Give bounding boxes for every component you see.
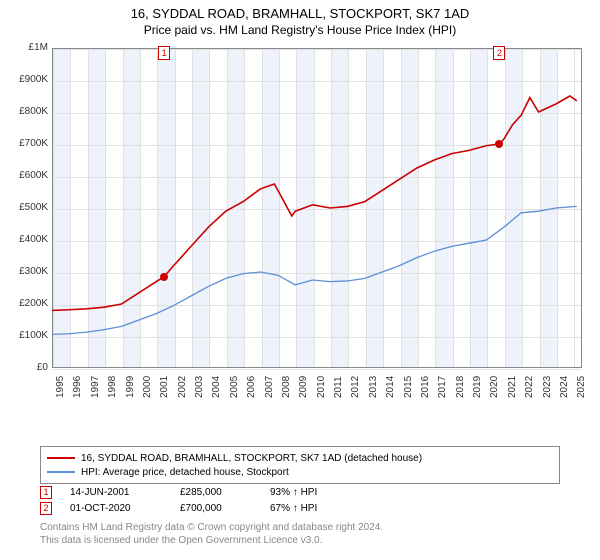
x-tick-label: 2016 [420,376,431,398]
x-tick-label: 2014 [385,376,396,398]
x-tick-label: 2003 [194,376,205,398]
legend-swatch [47,457,75,459]
legend-swatch [47,471,75,473]
x-tick-label: 2009 [298,376,309,398]
y-tick-label: £800K [0,106,48,117]
legend-row: HPI: Average price, detached house, Stoc… [47,465,553,479]
x-tick-label: 2024 [559,376,570,398]
x-tick-label: 1996 [72,376,83,398]
sale-pct: 93% ↑ HPI [270,487,380,498]
sale-row-marker: 2 [40,502,52,515]
x-tick-label: 2002 [177,376,188,398]
x-tick-label: 1995 [55,376,66,398]
sale-date: 01-OCT-2020 [70,503,180,514]
y-tick-label: £200K [0,298,48,309]
y-tick-label: £900K [0,74,48,85]
y-tick-label: £700K [0,138,48,149]
series-svg [52,48,582,368]
x-tick-label: 2022 [524,376,535,398]
x-tick-label: 2006 [246,376,257,398]
x-tick-label: 2013 [368,376,379,398]
chart-title: 16, SYDDAL ROAD, BRAMHALL, STOCKPORT, SK… [0,0,600,21]
sale-marker-box: 2 [493,46,505,60]
sale-marker-box: 1 [158,46,170,60]
legend-row: 16, SYDDAL ROAD, BRAMHALL, STOCKPORT, SK… [47,451,553,465]
x-tick-label: 2004 [211,376,222,398]
y-tick-label: £400K [0,234,48,245]
gridline-h [53,369,581,370]
x-tick-label: 1997 [90,376,101,398]
x-tick-label: 1999 [125,376,136,398]
x-tick-label: 2008 [281,376,292,398]
x-tick-label: 2015 [403,376,414,398]
x-tick-label: 2001 [159,376,170,398]
y-tick-label: £300K [0,266,48,277]
series-line-price_paid [52,96,577,310]
x-tick-label: 2018 [455,376,466,398]
x-tick-label: 2010 [316,376,327,398]
x-tick-label: 2005 [229,376,240,398]
copyright-footer: Contains HM Land Registry data © Crown c… [40,522,560,547]
legend-label: HPI: Average price, detached house, Stoc… [81,467,289,478]
y-tick-label: £100K [0,330,48,341]
x-tick-label: 2021 [507,376,518,398]
y-tick-label: £1M [0,42,48,53]
legend: 16, SYDDAL ROAD, BRAMHALL, STOCKPORT, SK… [40,446,560,484]
y-tick-label: £0 [0,362,48,373]
y-tick-label: £500K [0,202,48,213]
sales-table: 1 14-JUN-2001£285,00093% ↑ HPI 2 01-OCT-202… [40,484,560,516]
sale-date: 14-JUN-2001 [70,487,180,498]
x-tick-label: 2025 [576,376,587,398]
series-line-hpi [52,206,577,334]
x-tick-label: 2020 [489,376,500,398]
footer-line-1: Contains HM Land Registry data © Crown c… [40,522,560,535]
x-tick-label: 2007 [264,376,275,398]
x-tick-label: 2011 [333,376,344,398]
footer-line-2: This data is licensed under the Open Gov… [40,535,560,548]
sale-marker-dot [495,140,503,148]
sale-pct: 67% ↑ HPI [270,503,380,514]
y-tick-label: £600K [0,170,48,181]
sale-row-marker: 1 [40,486,52,499]
legend-label: 16, SYDDAL ROAD, BRAMHALL, STOCKPORT, SK… [81,453,422,464]
x-tick-label: 2019 [472,376,483,398]
sale-marker-dot [160,273,168,281]
chart-subtitle: Price paid vs. HM Land Registry's House … [0,21,600,41]
x-tick-label: 1998 [107,376,118,398]
x-tick-label: 2012 [350,376,361,398]
x-tick-label: 2000 [142,376,153,398]
x-tick-label: 2023 [542,376,553,398]
sale-row: 1 14-JUN-2001£285,00093% ↑ HPI [40,484,560,500]
sale-price: £285,000 [180,487,270,498]
x-tick-label: 2017 [437,376,448,398]
chart-area: 1995 1996 1997 1998 1999 2000 2001 2002 2003 2004… [0,42,600,412]
sale-row: 2 01-OCT-2020£700,00067% ↑ HPI [40,500,560,516]
sale-price: £700,000 [180,503,270,514]
